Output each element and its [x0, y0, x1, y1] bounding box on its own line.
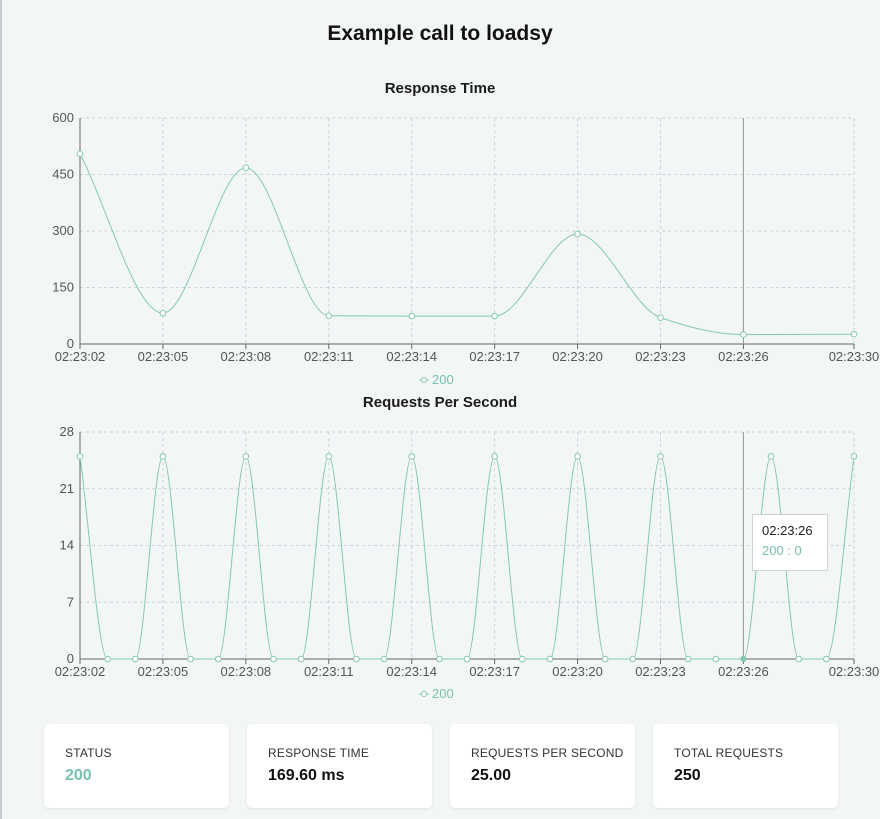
x-tick-label: 02:23:23 — [635, 349, 686, 364]
x-tick-label: 02:23:11 — [304, 349, 354, 364]
x-tick-label: 02:23:14 — [386, 349, 437, 364]
stat-card-total-requests: TOTAL REQUESTS 250 — [653, 724, 838, 808]
data-point[interactable] — [518, 655, 526, 663]
chart-title: Requests Per Second — [363, 394, 517, 411]
data-point[interactable] — [795, 655, 803, 663]
stat-card-status: STATUS 200 — [44, 724, 229, 808]
data-point[interactable] — [823, 655, 830, 663]
x-tick-label: 02:23:05 — [138, 664, 189, 679]
data-point[interactable] — [601, 655, 609, 663]
data-point[interactable] — [353, 655, 360, 663]
stat-value: 200 — [65, 767, 92, 784]
data-point[interactable] — [574, 453, 581, 460]
data-point[interactable] — [242, 164, 250, 172]
series-line — [79, 153, 855, 336]
stat-label: REQUESTS PER SECOND — [471, 746, 624, 760]
stat-value: 169.60 ms — [268, 767, 345, 784]
x-tick-label: 02:23:26 — [718, 349, 769, 364]
data-point[interactable] — [408, 312, 416, 320]
data-point[interactable] — [657, 314, 664, 321]
chart-tooltip: 02:23:26 200 : 0 — [752, 514, 828, 571]
x-tick-label: 02:23:02 — [55, 349, 106, 364]
requests-per-second-chart: Requests Per Second 0 7 14 21 28 02:23:02 02:23… — [55, 394, 880, 701]
legend-dot-icon — [421, 691, 427, 697]
legend-label: 200 — [432, 686, 454, 701]
y-tick-label: 150 — [52, 280, 74, 295]
y-tick-label: 0 — [67, 336, 74, 351]
data-point[interactable] — [325, 453, 333, 460]
data-point[interactable] — [214, 655, 222, 663]
x-tick-label: 02:23:20 — [552, 349, 603, 364]
legend-item[interactable]: 200 — [419, 686, 454, 701]
y-tick-label: 14 — [60, 538, 74, 553]
x-tick-label: 02:23:30 — [829, 349, 880, 364]
data-point[interactable] — [684, 655, 692, 663]
data-point[interactable] — [546, 655, 554, 663]
y-tick-label: 21 — [60, 481, 74, 496]
stat-label: STATUS — [65, 746, 112, 760]
stat-label: RESPONSE TIME — [268, 746, 370, 760]
data-point[interactable] — [491, 453, 498, 460]
data-point[interactable] — [850, 453, 858, 460]
data-point[interactable] — [270, 655, 277, 663]
data-point[interactable] — [767, 453, 775, 460]
stat-label: TOTAL REQUESTS — [674, 746, 784, 760]
data-point[interactable] — [574, 230, 581, 238]
chart-title: Response Time — [385, 80, 496, 97]
x-tick-label: 02:23:30 — [829, 664, 880, 679]
stat-card-requests-per-second: REQUESTS PER SECOND 25.00 — [450, 724, 635, 808]
data-point[interactable] — [187, 655, 194, 663]
x-tick-label: 02:23:14 — [386, 664, 437, 679]
x-tick-label: 02:23:23 — [635, 664, 686, 679]
response-time-chart: Response Time 0 150 300 450 600 02:23:02 02:23:… — [52, 80, 880, 387]
data-point[interactable] — [850, 330, 858, 338]
data-point[interactable] — [629, 655, 637, 663]
stat-value: 25.00 — [471, 767, 512, 784]
stat-card-response-time: RESPONSE TIME 169.60 ms — [247, 724, 432, 808]
y-tick-label: 600 — [52, 110, 74, 125]
y-tick-label: 0 — [67, 651, 74, 666]
x-tick-label: 02:23:20 — [552, 664, 603, 679]
stat-value: 250 — [674, 767, 701, 784]
tooltip-value: 200 : 0 — [762, 543, 802, 558]
data-point[interactable] — [76, 453, 84, 460]
data-point[interactable] — [657, 453, 664, 460]
y-tick-label: 28 — [60, 424, 74, 439]
data-point[interactable] — [436, 655, 443, 663]
y-tick-label: 450 — [52, 167, 74, 182]
data-point[interactable] — [712, 655, 720, 663]
data-point[interactable] — [76, 150, 84, 158]
data-point[interactable] — [408, 453, 416, 460]
data-point[interactable] — [104, 655, 111, 663]
tooltip-time: 02:23:26 — [762, 523, 813, 538]
y-tick-label: 7 — [67, 594, 74, 609]
data-point[interactable] — [131, 655, 139, 663]
legend-dot-icon — [421, 377, 427, 383]
y-tick-label: 300 — [52, 223, 74, 238]
data-point[interactable] — [297, 655, 305, 663]
series-line — [79, 455, 855, 660]
x-tick-label: 02:23:08 — [221, 349, 272, 364]
legend-item[interactable]: 200 — [419, 372, 454, 387]
page-title: Example call to loadsy — [327, 22, 553, 45]
legend-label: 200 — [432, 372, 454, 387]
x-tick-label: 02:23:02 — [55, 664, 106, 679]
data-point[interactable] — [740, 331, 747, 338]
data-point[interactable] — [159, 453, 167, 460]
window-left-edge — [0, 0, 2, 819]
x-tick-label: 02:23:08 — [221, 664, 272, 679]
x-tick-label: 02:23:26 — [718, 664, 769, 679]
data-point[interactable] — [325, 312, 333, 320]
x-tick-label: 02:23:11 — [304, 664, 354, 679]
data-point[interactable] — [242, 453, 250, 460]
x-tick-label: 02:23:17 — [469, 664, 520, 679]
data-point[interactable] — [463, 655, 471, 663]
data-point[interactable] — [740, 655, 747, 663]
x-tick-label: 02:23:17 — [469, 349, 520, 364]
x-tick-label: 02:23:05 — [138, 349, 189, 364]
data-point[interactable] — [159, 309, 167, 317]
data-point[interactable] — [380, 655, 388, 663]
data-point[interactable] — [491, 312, 498, 320]
